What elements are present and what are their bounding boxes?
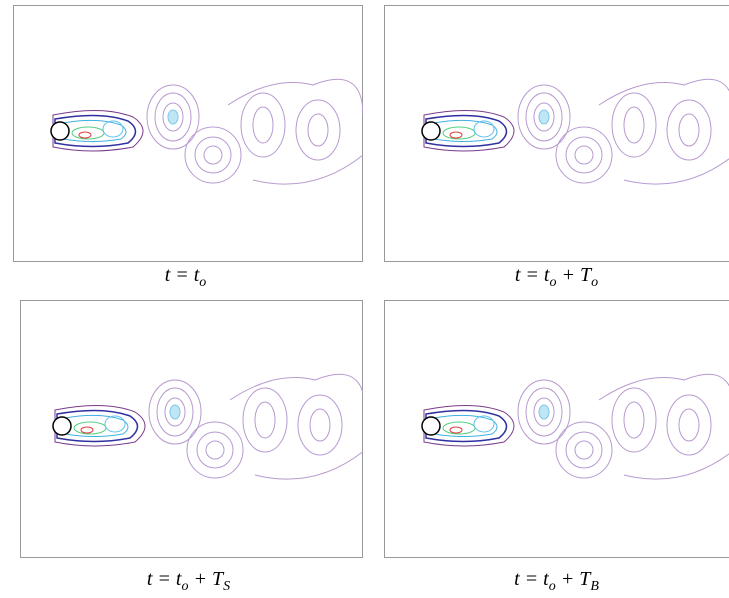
- caption-text: t = t: [146, 568, 182, 590]
- caption-text: t = t: [164, 264, 200, 286]
- caption-text: + T: [188, 568, 224, 590]
- caption: t = to: [13, 264, 358, 290]
- caption-subscript: S: [223, 579, 231, 594]
- caption-subscript: o: [591, 275, 599, 290]
- caption-subscript: o: [199, 275, 207, 290]
- caption-text: t = t: [514, 264, 550, 286]
- contour-panel: [384, 5, 729, 262]
- caption-text: + T: [556, 264, 592, 286]
- caption-subscript: o: [548, 579, 556, 594]
- caption-subscript: B: [590, 579, 599, 594]
- contour-panel: [20, 300, 363, 558]
- caption-text: + T: [555, 568, 591, 590]
- contour-panel: [384, 300, 729, 558]
- contour-panel: [13, 5, 363, 262]
- caption-subscript: o: [549, 275, 557, 290]
- caption: t = to + TS: [16, 568, 361, 594]
- caption: t = to + TB: [384, 568, 729, 594]
- caption-text: t = t: [514, 568, 549, 590]
- caption-subscript: o: [181, 579, 189, 594]
- caption: t = to + To: [384, 264, 729, 290]
